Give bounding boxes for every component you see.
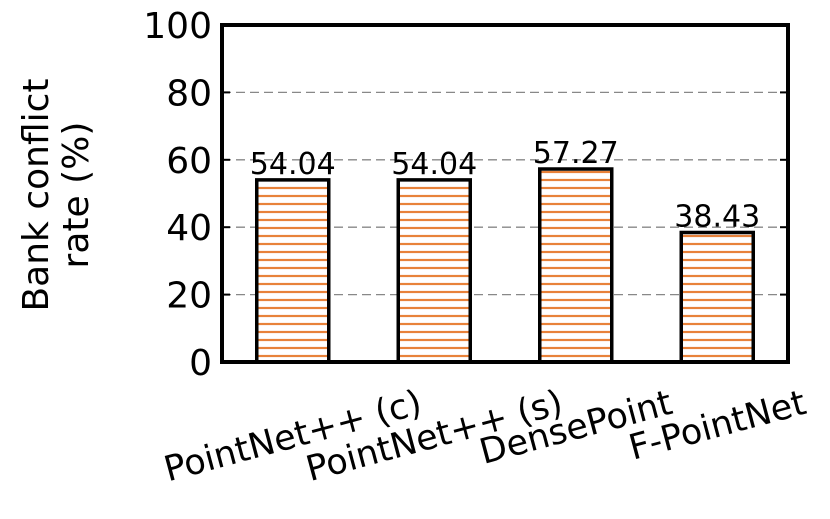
data-label: 54.04 <box>391 147 477 182</box>
data-label: 38.43 <box>674 199 760 234</box>
plot-frame <box>220 23 790 364</box>
y-tick-label: 80 <box>166 73 212 114</box>
y-tick-label: 60 <box>166 141 212 182</box>
bar <box>255 178 331 364</box>
y-axis-label: Bank conflict <box>16 78 57 311</box>
data-label: 54.04 <box>250 147 336 182</box>
y-axis-label: rate (%) <box>56 122 97 269</box>
data-label: 57.27 <box>533 136 619 171</box>
bar <box>396 178 472 364</box>
y-tick-label: 100 <box>143 6 212 47</box>
bar <box>538 167 614 364</box>
y-tick-label: 20 <box>166 276 212 317</box>
y-tick-label: 0 <box>189 343 212 384</box>
bar <box>679 230 755 364</box>
y-tick-label: 40 <box>166 208 212 249</box>
